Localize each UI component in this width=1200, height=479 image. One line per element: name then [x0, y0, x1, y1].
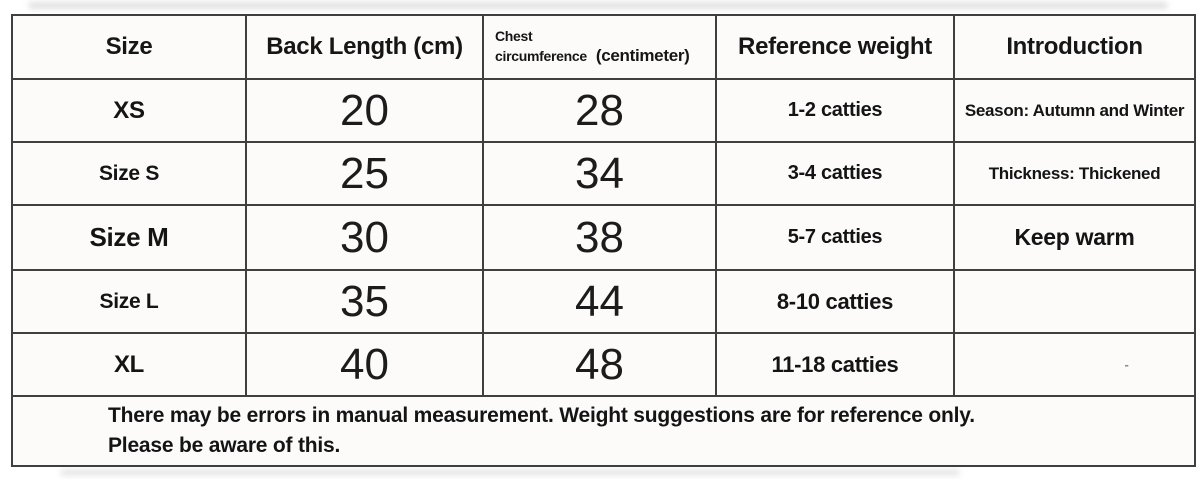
header-chest-unit: (centimeter)	[595, 46, 690, 66]
back-length-cell: 40	[245, 332, 484, 397]
intro-cell: -	[953, 332, 1196, 397]
footer-note-line1: There may be errors in manual measuremen…	[108, 404, 975, 427]
chest-cell: 48	[482, 332, 717, 397]
scan-smudge-top	[28, 2, 1168, 9]
size-cell: Size L	[11, 269, 247, 334]
header-chest-circumference: Chest circumference (centimeter)	[482, 14, 717, 80]
header-chest-line1: Chest	[495, 27, 533, 44]
weight-cell: 3-4 catties	[715, 141, 955, 206]
chest-cell: 38	[482, 204, 717, 271]
intro-cell: Thickness: Thickened	[953, 141, 1196, 206]
header-size: Size	[11, 14, 247, 80]
table-row-l: Size L 35 44 8-10 catties	[11, 269, 1196, 334]
size-cell: Size M	[11, 204, 247, 271]
back-length-cell: 30	[245, 204, 484, 271]
header-reference-weight: Reference weight	[715, 14, 955, 80]
table-row-s: Size S 25 34 3-4 catties Thickness: Thic…	[11, 141, 1196, 206]
chest-cell: 28	[482, 78, 717, 143]
header-chest-word: circumference	[495, 48, 587, 65]
header-chest-line2: circumference (centimeter)	[495, 45, 709, 66]
weight-cell: 5-7 catties	[715, 204, 955, 271]
back-length-cell: 25	[245, 141, 484, 206]
size-cell: Size S	[11, 141, 247, 206]
back-length-cell: 20	[245, 78, 484, 143]
intro-cell	[953, 269, 1196, 334]
size-chart-table: Size Back Length (cm) Chest circumferenc…	[11, 14, 1196, 467]
header-back-length: Back Length (cm)	[245, 14, 484, 80]
chest-cell: 34	[482, 141, 717, 206]
weight-cell: 8-10 catties	[715, 269, 955, 334]
intro-cell: Keep warm	[953, 204, 1196, 271]
weight-cell: 1-2 catties	[715, 78, 955, 143]
back-length-cell: 35	[245, 269, 484, 334]
table-row-xs: XS 20 28 1-2 catties Season: Autumn and …	[11, 78, 1196, 143]
weight-cell: 11-18 catties	[715, 332, 955, 397]
header-introduction: Introduction	[953, 14, 1196, 80]
table-row-xl: XL 40 48 11-18 catties -	[11, 332, 1196, 397]
chest-cell: 44	[482, 269, 717, 334]
scan-smudge-bottom	[60, 469, 960, 476]
size-cell: XL	[11, 332, 247, 397]
size-cell: XS	[11, 78, 247, 143]
header-row: Size Back Length (cm) Chest circumferenc…	[11, 14, 1196, 80]
footer-note-line2: Please be aware of this.	[108, 433, 341, 457]
table-row-m: Size M 30 38 5-7 catties Keep warm	[11, 204, 1196, 271]
intro-cell: Season: Autumn and Winter	[953, 78, 1196, 143]
footer-row: There may be errors in manual measuremen…	[11, 395, 1196, 467]
footer-note: There may be errors in manual measuremen…	[11, 395, 1196, 467]
